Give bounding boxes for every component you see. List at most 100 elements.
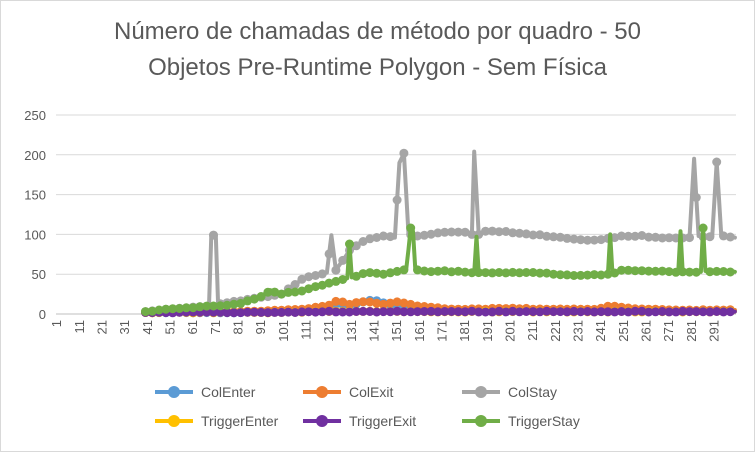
x-tick-label-171: 171 — [434, 320, 449, 342]
data-point-TriggerStay-88 — [249, 294, 259, 304]
data-point-ColExit-130 — [345, 299, 354, 309]
data-point-ColStay-292 — [712, 157, 722, 167]
data-point-TriggerExit-115 — [311, 307, 320, 317]
data-point-ColStay-184 — [467, 229, 477, 239]
data-point-ColStay-211 — [528, 230, 538, 240]
data-point-TriggerExit-241 — [596, 307, 606, 317]
data-point-ColStay-172 — [440, 227, 450, 237]
x-tick-label-141: 141 — [366, 320, 381, 342]
data-point-TriggerExit-88 — [249, 307, 259, 317]
legend-item-TriggerEnter: TriggerEnter — [155, 413, 279, 429]
data-point-TriggerStay-250 — [617, 265, 626, 275]
data-point-ColExit-154 — [399, 298, 409, 308]
data-point-TriggerExit-70 — [209, 307, 218, 317]
y-tick-label-50: 50 — [32, 267, 46, 282]
data-point-TriggerExit-244 — [603, 307, 613, 317]
data-point-TriggerStay-52 — [168, 304, 178, 314]
data-point-TriggerStay-118 — [317, 280, 327, 290]
data-point-TriggerExit-178 — [453, 307, 463, 317]
data-point-TriggerExit-280 — [685, 307, 694, 317]
data-point-TriggerExit-190 — [481, 307, 490, 317]
data-point-TriggerStay-292 — [712, 266, 722, 276]
data-point-ColExit-136 — [358, 297, 368, 307]
x-tick-label-291: 291 — [706, 320, 721, 342]
chart-title-line-1: Número de chamadas de método por quadro … — [114, 18, 641, 45]
data-point-TriggerExit-196 — [494, 306, 504, 316]
data-point-TriggerStay-112 — [304, 284, 314, 294]
data-point-TriggerStay-274 — [671, 267, 681, 277]
data-point-TriggerExit-217 — [542, 306, 552, 316]
data-point-TriggerExit-220 — [549, 307, 558, 317]
data-point-TriggerExit-124 — [331, 307, 341, 317]
data-point-TriggerExit-247 — [610, 307, 620, 317]
data-point-TriggerStay-106 — [290, 287, 300, 297]
legend-label-TriggerStay: TriggerStay — [508, 413, 580, 429]
data-point-ColStay-298 — [725, 232, 735, 242]
data-point-TriggerExit-175 — [447, 307, 456, 316]
y-tick-label-200: 200 — [24, 148, 46, 163]
legend-item-ColStay: ColStay — [462, 384, 557, 400]
legend-swatch-marker — [475, 386, 487, 398]
legend-item-TriggerExit: TriggerExit — [303, 413, 416, 429]
data-point-ColStay-238 — [589, 235, 599, 245]
data-point-TriggerStay-223 — [555, 270, 565, 280]
data-point-ColStay-283 — [691, 193, 701, 202]
data-point-TriggerStay-265 — [651, 266, 660, 276]
data-point-ColStay-205 — [515, 228, 524, 238]
legend-label-ColExit: ColExit — [349, 384, 393, 400]
y-tick-label-100: 100 — [24, 227, 46, 242]
data-point-TriggerExit-214 — [535, 307, 545, 317]
data-point-TriggerStay-262 — [644, 266, 654, 276]
data-point-TriggerStay-67 — [202, 301, 212, 311]
data-point-TriggerStay-160 — [413, 265, 422, 275]
data-point-TriggerStay-241 — [596, 270, 606, 280]
data-point-TriggerExit-187 — [474, 307, 484, 317]
data-point-TriggerStay-133 — [351, 271, 361, 281]
data-point-ColStay-256 — [630, 231, 640, 241]
data-point-TriggerExit-139 — [365, 307, 375, 316]
data-point-TriggerStay-295 — [719, 267, 728, 276]
x-tick-label-51: 51 — [162, 320, 177, 334]
data-point-TriggerExit-283 — [691, 307, 701, 317]
y-axis-ticks: 0 50 100 150 200 250 — [24, 108, 46, 322]
legend-label-ColEnter: ColEnter — [201, 384, 256, 400]
data-point-ColStay-136 — [358, 237, 368, 246]
data-point-TriggerExit-148 — [385, 307, 395, 317]
data-point-ColStay-235 — [583, 235, 592, 245]
data-point-TriggerStay-226 — [562, 270, 572, 280]
legend-label-TriggerEnter: TriggerEnter — [201, 413, 279, 429]
x-tick-label-111: 111 — [298, 320, 313, 340]
legend-swatch-marker — [168, 386, 180, 398]
x-tick-label-161: 161 — [412, 320, 427, 342]
x-tick-label-231: 231 — [570, 320, 585, 342]
data-point-TriggerStay-259 — [637, 266, 647, 276]
legend-item-TriggerStay: TriggerStay — [462, 413, 580, 429]
data-point-TriggerStay-172 — [440, 266, 450, 276]
data-point-TriggerExit-286 — [698, 307, 708, 317]
data-point-TriggerExit-118 — [317, 307, 327, 317]
data-point-TriggerExit-82 — [236, 308, 246, 318]
data-point-TriggerStay-214 — [535, 268, 545, 278]
data-point-ColStay-112 — [304, 272, 314, 282]
data-point-TriggerStay-193 — [487, 268, 497, 278]
data-point-ColStay-145 — [379, 231, 388, 241]
data-point-ColStay-175 — [447, 227, 456, 237]
x-tick-label-61: 61 — [185, 320, 200, 334]
data-point-TriggerStay-97 — [270, 287, 280, 297]
data-point-TriggerExit-133 — [351, 307, 361, 316]
data-point-TriggerStay-61 — [188, 303, 198, 313]
data-point-ColStay-70 — [209, 230, 218, 240]
data-point-TriggerExit-250 — [617, 307, 626, 316]
data-point-TriggerExit-166 — [426, 306, 436, 316]
data-point-TriggerStay-64 — [195, 302, 205, 312]
data-point-TriggerExit-73 — [215, 307, 225, 317]
data-point-TriggerStay-109 — [297, 286, 307, 296]
legend-label-ColStay: ColStay — [508, 384, 557, 400]
data-point-ColStay-193 — [487, 226, 497, 236]
data-point-ColExit-139 — [365, 297, 375, 307]
data-point-ColStay-223 — [555, 232, 565, 242]
data-point-TriggerStay-103 — [283, 287, 293, 297]
data-point-ColStay-229 — [569, 234, 579, 244]
data-point-ColStay-232 — [576, 235, 586, 245]
x-tick-label-181: 181 — [457, 320, 472, 342]
